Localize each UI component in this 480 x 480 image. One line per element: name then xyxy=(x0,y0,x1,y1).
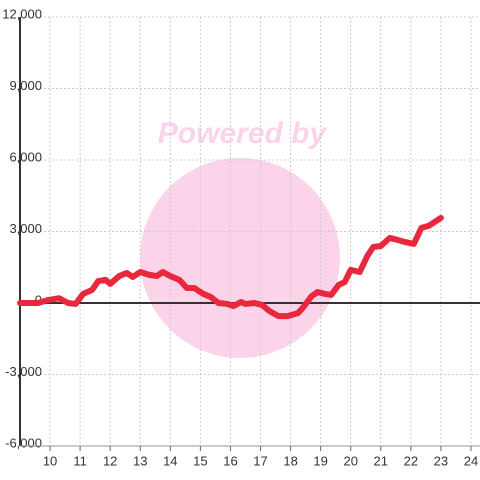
y-tick-label: 9,000 xyxy=(9,78,42,93)
x-tick-label: 13 xyxy=(133,453,147,468)
x-tick-label: 16 xyxy=(223,453,237,468)
y-tick-label: -3,000 xyxy=(5,364,42,379)
x-tick-label: 24 xyxy=(464,453,478,468)
x-tick-label: 23 xyxy=(434,453,448,468)
x-tick-label: 11 xyxy=(73,453,87,468)
x-tick-label: 22 xyxy=(404,453,418,468)
x-tick-label: 10 xyxy=(43,453,57,468)
y-tick-label: -6,000 xyxy=(5,435,42,450)
x-tick-label: 14 xyxy=(163,453,177,468)
y-tick-label: 6,000 xyxy=(9,149,42,164)
data-line xyxy=(17,214,444,320)
watermark-circle xyxy=(140,158,340,358)
x-tick-label: 15 xyxy=(193,453,207,468)
x-tick-label: 17 xyxy=(253,453,267,468)
y-tick-label: 3,000 xyxy=(9,221,42,236)
watermark-text: Powered by xyxy=(158,117,328,150)
x-tick-label: 20 xyxy=(343,453,357,468)
x-tick-label: 12 xyxy=(103,453,117,468)
x-tick-label: 19 xyxy=(313,453,327,468)
x-tick-label: 18 xyxy=(283,453,297,468)
x-tick-label: 21 xyxy=(374,453,388,468)
y-tick-label: 12,000 xyxy=(2,6,42,21)
